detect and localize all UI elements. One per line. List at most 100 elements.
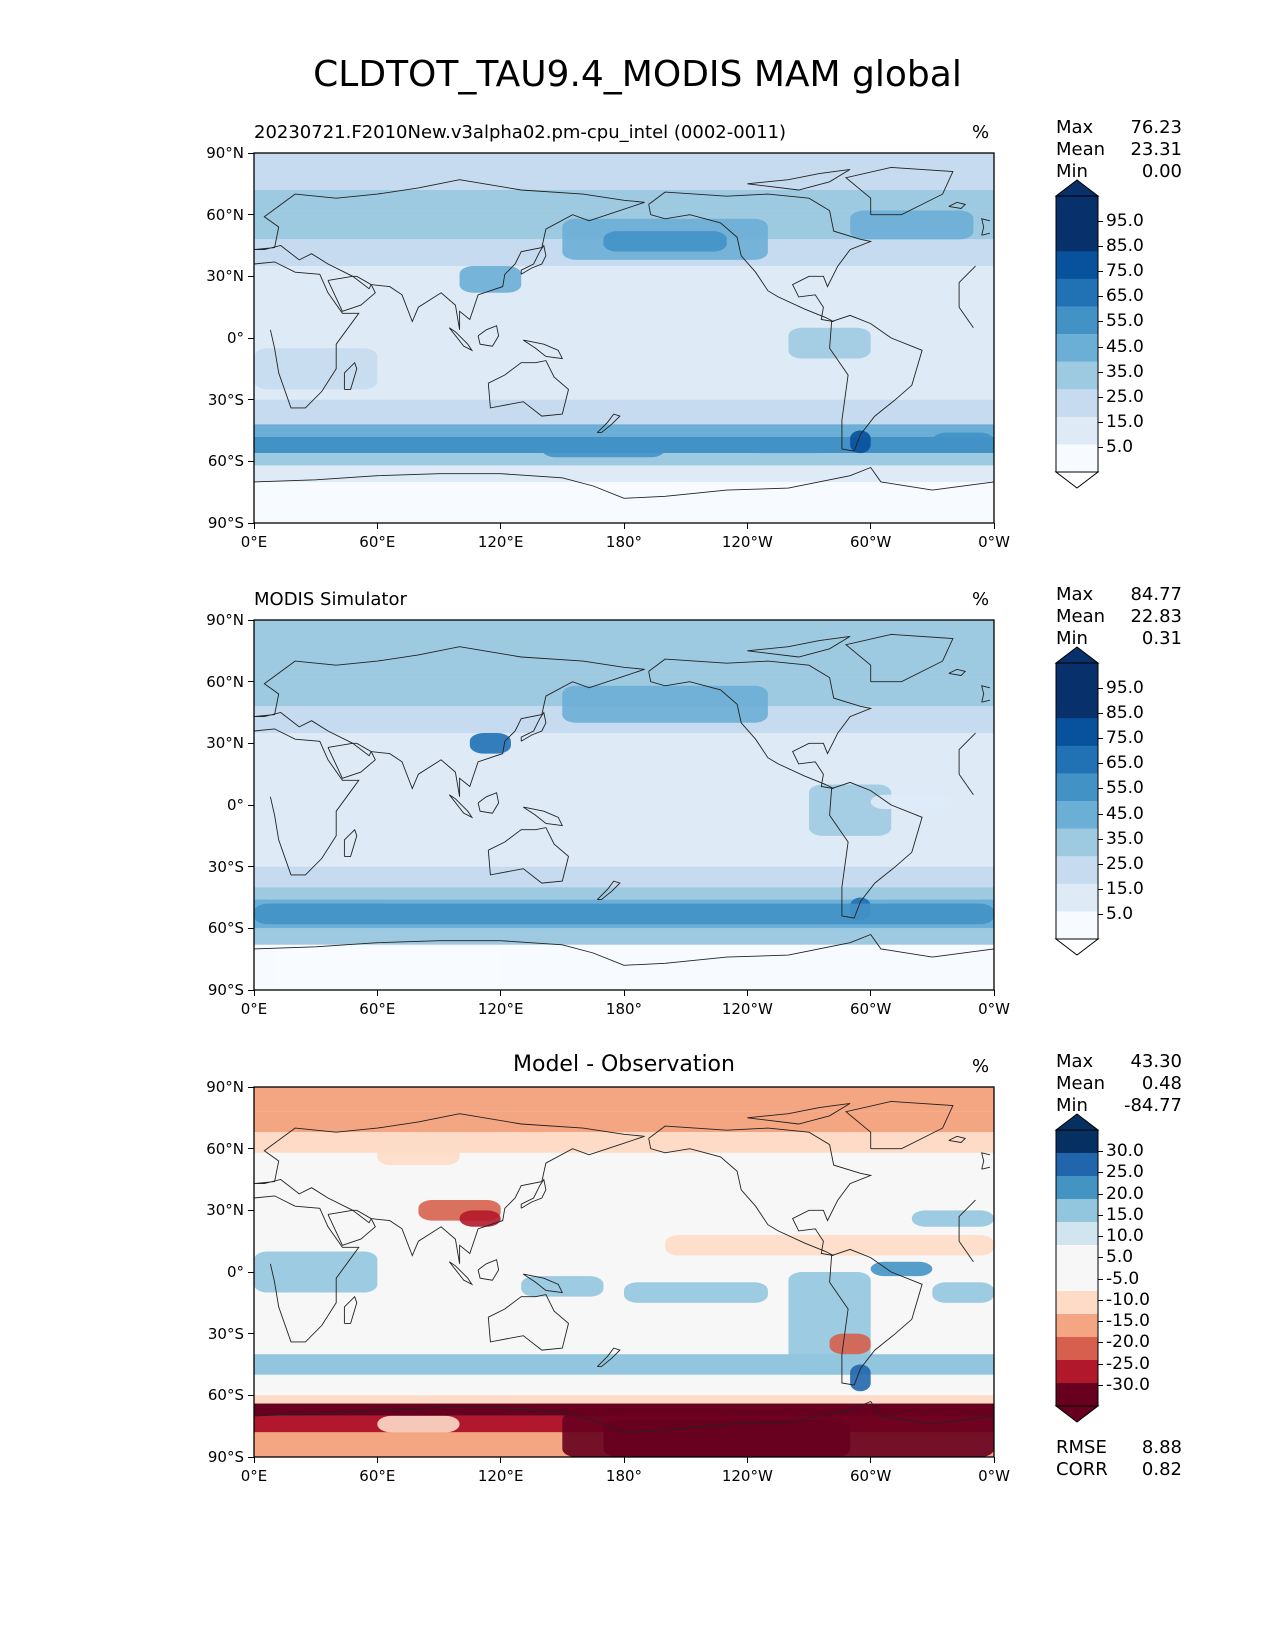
field-patch — [870, 1261, 933, 1277]
colorbar-segment — [1056, 801, 1098, 830]
coastline-greenland — [845, 633, 954, 683]
x-tick-label: 0°W — [978, 1467, 1010, 1485]
colorbar-tick-label: 45.0 — [1106, 336, 1144, 357]
y-tick-label: 90°S — [207, 981, 244, 999]
coastline-greenland — [845, 1100, 954, 1150]
panel1-units: % — [972, 122, 990, 143]
x-tick-label: 180° — [605, 1467, 643, 1485]
field-band — [254, 1087, 994, 1112]
colorbar-3 — [1054, 1113, 1100, 1423]
y-tick-label: 90°N — [206, 611, 244, 629]
colorbar-tick-label: 10.0 — [1106, 1226, 1144, 1247]
x-tick-label: 120°E — [477, 1467, 524, 1485]
x-tick-mark — [623, 1457, 625, 1463]
x-tick-mark — [500, 523, 502, 529]
coastline-southAmerica — [829, 781, 923, 919]
field-band — [254, 620, 994, 657]
field-patch — [911, 1210, 994, 1227]
colorbar-segment — [1056, 773, 1098, 802]
panel1-mean-label: Mean — [1056, 139, 1106, 160]
coastline-japan — [520, 244, 547, 275]
colorbar-segment — [1056, 1222, 1098, 1246]
field-band — [254, 453, 994, 466]
coastline-sumatra — [448, 794, 474, 819]
field-patch — [809, 784, 892, 836]
colorbar-tick-mark — [1098, 1151, 1103, 1153]
field-patch — [377, 1144, 460, 1166]
y-tick-mark — [248, 214, 254, 216]
x-tick-mark — [253, 1457, 255, 1463]
colorbar-tick-label: 20.0 — [1106, 1183, 1144, 1204]
field-band — [254, 887, 994, 900]
colorbar-2 — [1054, 646, 1100, 956]
colorbar-tick-label: 75.0 — [1106, 728, 1144, 749]
coastline-eurasia — [253, 646, 645, 797]
colorbar-extend-top — [1054, 179, 1100, 197]
field-patch — [459, 266, 522, 293]
y-tick-label: 0° — [226, 1263, 244, 1281]
y-tick-label: 30°N — [206, 267, 244, 286]
panel1-field-shading — [254, 153, 994, 523]
coastline-arcticIsles — [747, 168, 851, 191]
field-band — [254, 866, 994, 888]
coastline-arcticIsles — [747, 1102, 851, 1125]
panel2-mean-value: 22.83 — [1130, 606, 1182, 627]
panel3-coastlines — [253, 1100, 995, 1433]
colorbar-tick-label: 95.0 — [1106, 211, 1144, 232]
y-tick-label: 60°N — [206, 1139, 244, 1158]
coastline-japan — [520, 1178, 547, 1209]
field-band — [254, 266, 994, 308]
colorbar-tick-label: 65.0 — [1106, 286, 1144, 307]
x-tick-label: 0°E — [240, 1467, 268, 1485]
colorbar-outline — [1055, 1129, 1099, 1407]
panel2-min-label: Min — [1056, 628, 1088, 649]
y-tick-mark — [248, 1086, 254, 1088]
field-patch — [469, 733, 511, 754]
colorbar-tick-label: 35.0 — [1106, 828, 1144, 849]
colorbar-tick-label: 85.0 — [1106, 703, 1144, 724]
x-tick-mark — [993, 1457, 995, 1463]
y-tick-label: 90°S — [207, 514, 244, 532]
y-tick-mark — [248, 399, 254, 401]
x-tick-mark — [376, 1457, 378, 1463]
colorbar-extend-bottom — [1054, 471, 1100, 489]
x-tick-mark — [376, 523, 378, 529]
x-tick-label: 120°W — [721, 1467, 773, 1485]
field-band — [254, 424, 994, 437]
coastline-japan — [520, 711, 547, 742]
colorbar-segment — [1056, 334, 1098, 363]
colorbar-segment — [1056, 718, 1098, 747]
panel2-mean-label: Mean — [1056, 606, 1106, 627]
coastline-africa — [253, 261, 976, 409]
x-tick-label: 60°E — [359, 1467, 396, 1485]
coastline-southAmerica — [829, 1248, 923, 1386]
field-patch — [603, 1420, 851, 1457]
x-tick-mark — [746, 523, 748, 529]
x-tick-mark — [253, 990, 255, 996]
colorbar-tick-mark — [1098, 1172, 1103, 1174]
y-tick-label: 0° — [226, 796, 244, 814]
colorbar-tick-mark — [1098, 738, 1103, 740]
colorbar-tick-mark — [1098, 1257, 1103, 1259]
y-tick-mark — [248, 460, 254, 462]
colorbar-tick-mark — [1098, 713, 1103, 715]
colorbar-segment — [1056, 1268, 1098, 1292]
x-tick-mark — [870, 1457, 872, 1463]
colorbar-tick-mark — [1098, 788, 1103, 790]
coastline-newZealand — [596, 880, 621, 901]
field-patch — [665, 1235, 994, 1256]
x-tick-label: 60°W — [849, 1000, 892, 1018]
x-tick-label: 120°E — [477, 1000, 524, 1018]
panel3-min-value: -84.77 — [1123, 1095, 1182, 1116]
colorbar-tick-mark — [1098, 913, 1103, 915]
field-band — [254, 928, 994, 945]
colorbar-tick-mark — [1098, 813, 1103, 815]
y-tick-mark — [248, 1456, 254, 1458]
colorbar-1 — [1054, 179, 1100, 489]
y-tick-mark — [248, 619, 254, 621]
x-tick-label: 60°W — [849, 533, 892, 551]
coastline-antarctica — [253, 1400, 995, 1433]
colorbar-tick-label: 30.0 — [1106, 1141, 1144, 1162]
panel2-max-value: 84.77 — [1130, 584, 1182, 605]
field-band — [254, 481, 994, 523]
